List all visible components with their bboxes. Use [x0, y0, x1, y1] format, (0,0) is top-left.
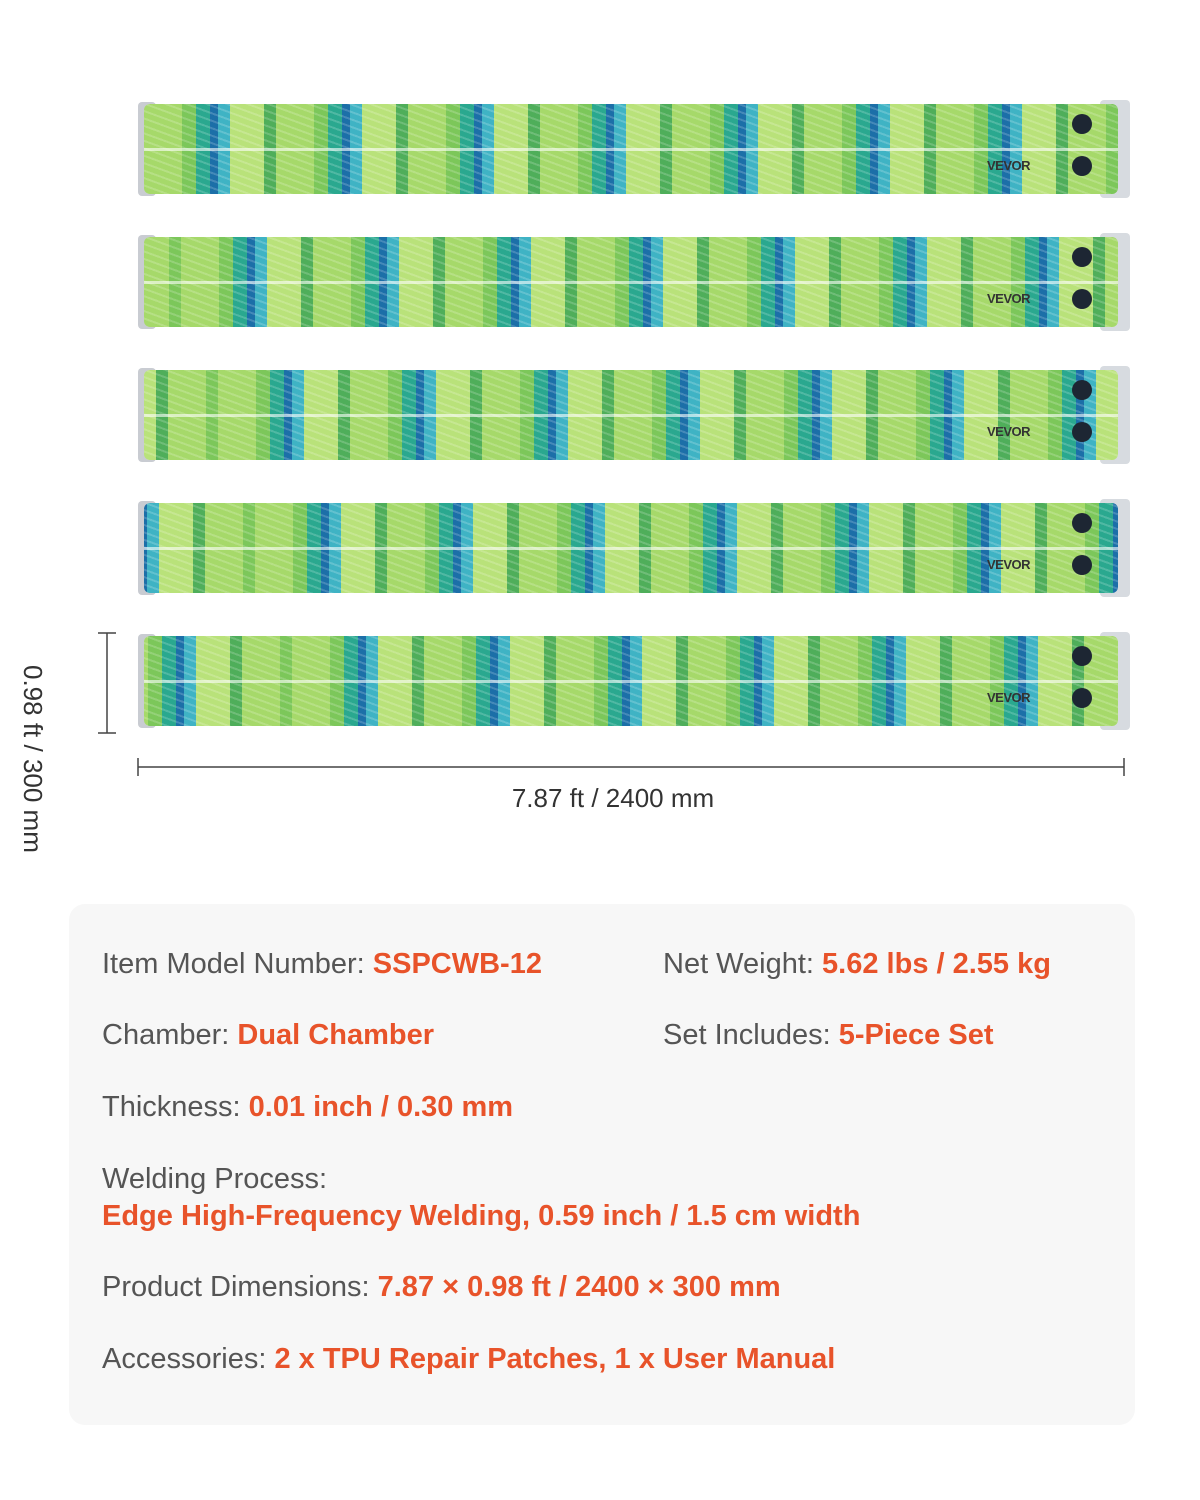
spec-value: 2 x TPU Repair Patches, 1 x User Manual: [274, 1343, 836, 1375]
width-label: 7.87 ft / 2400 mm: [511, 783, 715, 813]
spec-model: Item Model Number: SSPCWB-12: [102, 948, 542, 981]
spec-value: 5-Piece Set: [838, 1019, 994, 1051]
spec-label: Item Model Number:: [102, 948, 365, 980]
spec-set: Set Includes: 5-Piece Set: [663, 1019, 993, 1052]
spec-label: Welding Process:: [102, 1163, 328, 1195]
spec-accessories: Accessories: 2 x TPU Repair Patches, 1 x…: [102, 1343, 835, 1376]
spec-dimensions: Product Dimensions: 7.87 × 0.98 ft / 240…: [102, 1271, 781, 1304]
spec-label: Accessories:: [102, 1343, 267, 1375]
spec-label: Thickness:: [102, 1091, 241, 1123]
valve-icon: [1072, 688, 1092, 708]
spec-weight: Net Weight: 5.62 lbs / 2.55 kg: [663, 948, 1051, 981]
spec-thickness: Thickness: 0.01 inch / 0.30 mm: [102, 1091, 513, 1124]
spec-label: Product Dimensions:: [102, 1271, 370, 1303]
spec-label: Net Weight:: [663, 948, 814, 980]
spec-value: 5.62 lbs / 2.55 kg: [822, 948, 1051, 980]
water-tube: VEVOR: [138, 366, 1130, 464]
spec-value: Edge High-Frequency Welding, 0.59 inch /…: [102, 1200, 861, 1232]
valve-icon: [1072, 422, 1092, 442]
valve-icon: [1072, 289, 1092, 309]
valve-icon: [1072, 555, 1092, 575]
spec-card: Item Model Number: SSPCWB-12 Net Weight:…: [69, 904, 1135, 1425]
spec-value: 0.01 inch / 0.30 mm: [248, 1091, 514, 1123]
valve-icon: [1072, 646, 1092, 666]
spec-chamber: Chamber: Dual Chamber: [102, 1019, 434, 1052]
valve-icon: [1072, 156, 1092, 176]
water-tube: VEVOR: [138, 233, 1130, 331]
brand-logo: VEVOR: [986, 690, 1031, 705]
brand-logo: VEVOR: [986, 424, 1031, 439]
valve-icon: [1072, 114, 1092, 134]
valve-icon: [1072, 513, 1092, 533]
spec-label: Set Includes:: [663, 1019, 831, 1051]
spec-value: Dual Chamber: [237, 1019, 434, 1051]
spec-welding: Welding Process: Edge High-Frequency Weld…: [102, 1163, 860, 1233]
valve-icon: [1072, 380, 1092, 400]
water-tube: VEVOR: [138, 100, 1130, 198]
water-tube: VEVOR: [138, 499, 1130, 597]
brand-logo: VEVOR: [986, 557, 1031, 572]
spec-value: 7.87 × 0.98 ft / 2400 × 300 mm: [377, 1271, 781, 1303]
spec-value: SSPCWB-12: [372, 948, 542, 980]
valve-icon: [1072, 247, 1092, 267]
dimension-lines: [98, 632, 1125, 776]
brand-logo: VEVOR: [986, 291, 1031, 306]
water-tube: VEVOR: [138, 632, 1130, 730]
brand-logo: VEVOR: [986, 158, 1031, 173]
spec-label: Chamber:: [102, 1019, 230, 1051]
